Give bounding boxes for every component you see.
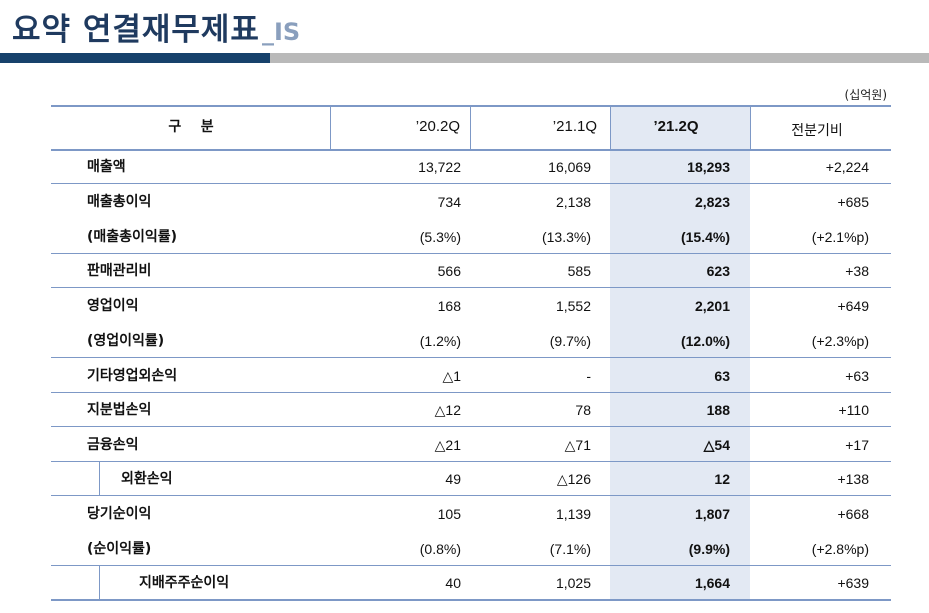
subrow-indent-rule bbox=[99, 565, 100, 599]
cell-2020q2: 734 bbox=[437, 194, 461, 210]
row-label: (영업이익률) bbox=[87, 333, 165, 349]
cell-qoq: +2,224 bbox=[825, 159, 869, 175]
row-rule bbox=[51, 565, 891, 566]
cell-2021q2: 12 bbox=[714, 471, 730, 487]
cell-qoq: +63 bbox=[845, 368, 869, 384]
table-top-rule bbox=[51, 105, 891, 107]
cell-2021q1: (9.7%) bbox=[549, 333, 591, 349]
cell-2021q2: 63 bbox=[714, 368, 730, 384]
cell-2021q2: 1,807 bbox=[694, 506, 730, 522]
header-divider bbox=[750, 105, 751, 149]
cell-2021q1: 1,025 bbox=[555, 575, 591, 591]
cell-qoq: +649 bbox=[837, 298, 869, 314]
row-rule bbox=[51, 392, 891, 393]
row-rule bbox=[51, 357, 891, 358]
cell-2020q2: (1.2%) bbox=[419, 333, 461, 349]
cell-2020q2: 13,722 bbox=[418, 159, 461, 175]
row-label: 매출액 bbox=[87, 159, 126, 175]
header-divider bbox=[330, 105, 331, 149]
header-col-4: 전분기비 bbox=[791, 123, 843, 139]
row-label: 지분법손익 bbox=[87, 402, 152, 418]
cell-2021q2: (12.0%) bbox=[680, 333, 730, 349]
cell-2020q2: (5.3%) bbox=[419, 229, 461, 245]
header-col-3: ’21.2Q bbox=[653, 118, 699, 135]
cell-2021q2: (9.9%) bbox=[688, 541, 730, 557]
cell-2021q2: 188 bbox=[706, 402, 730, 418]
cell-2020q2: 566 bbox=[437, 263, 461, 279]
cell-qoq: +639 bbox=[837, 575, 869, 591]
header-col-2: ’21.1Q bbox=[552, 118, 597, 135]
row-rule bbox=[51, 426, 891, 427]
header-divider bbox=[470, 105, 471, 149]
cell-qoq: +138 bbox=[837, 471, 869, 487]
row-label: 판매관리비 bbox=[87, 263, 152, 279]
cell-2021q2: (15.4%) bbox=[680, 229, 730, 245]
unit-label: (십억원) bbox=[844, 88, 887, 102]
cell-qoq: +110 bbox=[838, 402, 870, 418]
row-rule bbox=[51, 287, 891, 288]
row-label: 외환손익 bbox=[121, 471, 173, 487]
cell-2021q2: 623 bbox=[706, 263, 730, 279]
cell-2020q2: 105 bbox=[437, 506, 461, 522]
cell-2021q1: △71 bbox=[564, 437, 591, 453]
header-col-1: ’20.2Q bbox=[415, 118, 460, 135]
cell-2021q2: 2,201 bbox=[694, 298, 730, 314]
table-bottom-rule bbox=[51, 599, 891, 601]
cell-2021q1: △126 bbox=[556, 471, 591, 487]
header-divider bbox=[610, 105, 611, 149]
cell-2020q2: 49 bbox=[445, 471, 461, 487]
header-label: 구 분 bbox=[168, 119, 214, 135]
title-suffix: _IS bbox=[261, 18, 301, 46]
title-band-gray bbox=[270, 53, 929, 63]
row-rule bbox=[51, 461, 891, 462]
cell-2021q1: (13.3%) bbox=[541, 229, 591, 245]
cell-2021q2: 2,823 bbox=[694, 194, 730, 210]
cell-2021q1: 78 bbox=[575, 402, 591, 418]
cell-2020q2: 40 bbox=[445, 575, 461, 591]
cell-2021q1: (7.1%) bbox=[549, 541, 591, 557]
cell-qoq: (+2.3%p) bbox=[811, 333, 869, 349]
cell-qoq: +685 bbox=[837, 194, 869, 210]
cell-qoq: (+2.8%p) bbox=[811, 541, 869, 557]
cell-qoq: (+2.1%p) bbox=[811, 229, 869, 245]
cell-qoq: +668 bbox=[837, 506, 869, 522]
cell-2021q1: 1,552 bbox=[555, 298, 591, 314]
cell-2020q2: △12 bbox=[434, 402, 461, 418]
cell-2020q2: 168 bbox=[437, 298, 461, 314]
header-bottom-rule bbox=[51, 149, 891, 151]
row-rule bbox=[51, 253, 891, 254]
row-rule bbox=[51, 183, 891, 184]
row-rule bbox=[51, 495, 891, 496]
current-quarter-highlight bbox=[610, 105, 750, 599]
row-label: 당기순이익 bbox=[87, 506, 152, 522]
cell-2020q2: △21 bbox=[434, 437, 461, 453]
cell-2021q1: - bbox=[586, 368, 591, 384]
row-label: (매출총이익률) bbox=[87, 229, 178, 245]
cell-2020q2: △1 bbox=[442, 368, 461, 384]
row-label: 금융손익 bbox=[87, 437, 139, 453]
row-label: 기타영업외손익 bbox=[87, 368, 178, 384]
title-band-dark bbox=[0, 53, 270, 63]
row-label: (순이익률) bbox=[87, 541, 152, 557]
cell-qoq: +17 bbox=[845, 437, 869, 453]
row-label: 지배주주순이익 bbox=[139, 575, 230, 591]
title-main: 요약 연결재무제표 bbox=[12, 12, 260, 48]
cell-2021q1: 585 bbox=[567, 263, 591, 279]
cell-qoq: +38 bbox=[845, 263, 869, 279]
page-title: 요약 연결재무제표 _IS bbox=[12, 4, 300, 48]
cell-2021q1: 16,069 bbox=[548, 159, 591, 175]
cell-2021q2: 18,293 bbox=[687, 159, 730, 175]
row-label: 영업이익 bbox=[87, 298, 139, 314]
subrow-indent-rule bbox=[99, 461, 100, 495]
cell-2020q2: (0.8%) bbox=[419, 541, 461, 557]
cell-2021q1: 2,138 bbox=[555, 194, 591, 210]
row-label: 매출총이익 bbox=[87, 194, 152, 210]
cell-2021q2: △54 bbox=[703, 437, 730, 453]
cell-2021q2: 1,664 bbox=[694, 575, 730, 591]
cell-2021q1: 1,139 bbox=[555, 506, 591, 522]
